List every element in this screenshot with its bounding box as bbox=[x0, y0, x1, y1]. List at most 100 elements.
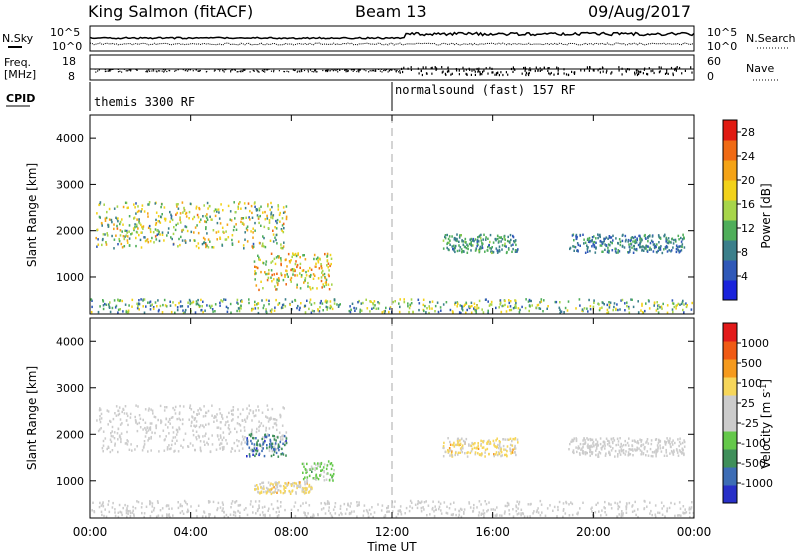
data-cell bbox=[276, 242, 278, 245]
data-cell bbox=[494, 508, 496, 512]
data-cell bbox=[464, 440, 466, 444]
data-cell bbox=[269, 438, 272, 442]
data-cell bbox=[113, 227, 115, 231]
data-cell bbox=[541, 511, 543, 514]
data-cell bbox=[216, 507, 219, 510]
x-tick-label: 20:00 bbox=[576, 525, 611, 539]
data-cell bbox=[410, 302, 413, 305]
data-cell bbox=[178, 417, 180, 420]
data-cell bbox=[290, 268, 292, 272]
data-cell bbox=[241, 222, 244, 225]
data-cell bbox=[262, 447, 264, 450]
data-cell bbox=[162, 429, 165, 432]
data-cell bbox=[626, 503, 628, 506]
data-cell bbox=[399, 298, 401, 301]
data-cell bbox=[189, 202, 192, 205]
data-cell bbox=[124, 303, 127, 306]
data-cell bbox=[555, 300, 558, 304]
data-cell bbox=[659, 247, 661, 250]
data-cell bbox=[110, 218, 113, 222]
freq-point bbox=[496, 73, 498, 76]
data-cell bbox=[586, 445, 589, 448]
data-cell bbox=[129, 412, 132, 416]
data-cell bbox=[144, 426, 146, 430]
freq-point bbox=[450, 73, 452, 76]
data-cell bbox=[601, 445, 604, 449]
data-cell bbox=[440, 309, 442, 312]
data-cell bbox=[586, 248, 589, 251]
freq-point bbox=[418, 72, 420, 75]
data-cell bbox=[431, 300, 434, 303]
data-cell bbox=[478, 511, 481, 514]
data-cell bbox=[539, 301, 541, 304]
freq-point bbox=[621, 73, 623, 76]
freq-point bbox=[474, 73, 476, 76]
data-cell bbox=[245, 507, 247, 510]
data-cell bbox=[282, 453, 285, 456]
data-cell bbox=[273, 486, 275, 489]
data-cell bbox=[128, 230, 130, 233]
data-cell bbox=[666, 437, 668, 440]
data-cell bbox=[268, 299, 270, 302]
station-title: King Salmon (fitACF) bbox=[88, 2, 253, 21]
freq-point bbox=[642, 72, 644, 75]
nsky-label: N.Sky bbox=[2, 32, 34, 45]
data-cell bbox=[205, 423, 207, 426]
data-cell bbox=[239, 424, 242, 427]
data-cell bbox=[496, 237, 499, 241]
data-cell bbox=[125, 511, 128, 515]
data-cell bbox=[202, 435, 204, 438]
data-cell bbox=[266, 404, 269, 407]
data-cell bbox=[177, 501, 179, 504]
data-cell bbox=[135, 236, 137, 240]
freq-point bbox=[240, 71, 242, 73]
data-cell bbox=[156, 305, 158, 308]
data-cell bbox=[113, 437, 116, 440]
data-cell bbox=[512, 247, 514, 251]
data-cell bbox=[654, 450, 656, 453]
data-cell bbox=[111, 306, 114, 310]
data-cell bbox=[173, 226, 175, 229]
data-cell bbox=[320, 502, 322, 505]
freq-point bbox=[571, 70, 573, 73]
data-cell bbox=[481, 244, 483, 247]
data-cell bbox=[499, 303, 501, 306]
data-cell bbox=[244, 206, 247, 210]
data-cell bbox=[506, 250, 508, 254]
data-cell bbox=[568, 503, 570, 506]
data-cell bbox=[461, 307, 463, 310]
colorbar-tick-label: 25 bbox=[741, 397, 755, 410]
data-cell bbox=[155, 426, 157, 430]
freq-point bbox=[445, 73, 447, 76]
data-cell bbox=[277, 514, 280, 517]
data-cell bbox=[308, 485, 310, 488]
data-cell bbox=[158, 230, 160, 233]
data-cell bbox=[686, 304, 688, 307]
data-cell bbox=[372, 306, 375, 310]
colorbar-swatch bbox=[723, 220, 737, 241]
data-cell bbox=[470, 444, 473, 448]
data-cell bbox=[559, 311, 561, 315]
freq-point bbox=[487, 72, 489, 75]
data-cell bbox=[178, 411, 181, 414]
data-cell bbox=[117, 450, 119, 454]
data-cell bbox=[261, 449, 263, 453]
data-cell bbox=[120, 242, 123, 246]
data-cell bbox=[325, 299, 327, 302]
data-cell bbox=[292, 252, 294, 255]
data-cell bbox=[192, 433, 195, 437]
data-cell bbox=[327, 273, 330, 276]
data-cell bbox=[672, 242, 675, 245]
data-cell bbox=[171, 237, 173, 241]
freq-point bbox=[647, 73, 649, 76]
data-cell bbox=[595, 246, 597, 249]
data-cell bbox=[454, 244, 457, 248]
data-cell bbox=[142, 227, 144, 230]
data-cell bbox=[398, 310, 401, 314]
data-cell bbox=[532, 512, 534, 515]
data-cell bbox=[263, 490, 265, 494]
data-cell bbox=[383, 311, 386, 315]
data-cell bbox=[454, 301, 457, 304]
cpid-segment-1: themis 3300 RF bbox=[94, 95, 195, 109]
data-cell bbox=[273, 448, 275, 452]
